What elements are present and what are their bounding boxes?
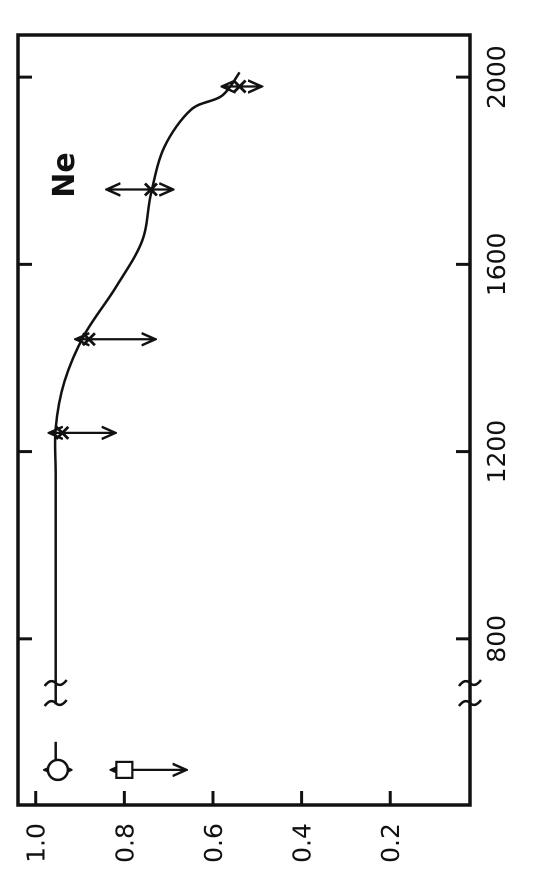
x-tick-label: 800 (482, 615, 511, 663)
y-tick-label: 1.0 (22, 823, 51, 863)
curve-segment-main (53, 71, 241, 705)
axis-break-mark (458, 679, 482, 687)
data-point-square (115, 760, 134, 779)
axis-break-mark (458, 699, 482, 707)
marker-layer (46, 79, 247, 782)
plot-border (16, 33, 472, 807)
ticks (18, 75, 470, 805)
series-annotation-label: Ne (47, 152, 82, 197)
y-tick-label: 0.6 (199, 823, 228, 863)
tick-labels: 800 1200 1600 2000 1.0 0.8 0.6 0.4 0.2 (22, 45, 511, 863)
plot-frame (16, 33, 472, 807)
y-tick-label: 0.2 (376, 823, 405, 863)
x-tick-label: 1600 (482, 233, 511, 297)
x-tick-label: 2000 (482, 45, 511, 109)
data-point-circle (46, 758, 70, 782)
data-point-cross (143, 182, 158, 197)
data-point-cross (55, 425, 70, 440)
x-tick-label: 1200 (482, 420, 511, 484)
y-tick-label: 0.4 (288, 823, 317, 863)
data-point-cross (232, 79, 247, 94)
data-point-cross (81, 332, 96, 347)
annotation-layer: Ne (47, 152, 82, 197)
y-tick-label: 0.8 (110, 823, 139, 863)
